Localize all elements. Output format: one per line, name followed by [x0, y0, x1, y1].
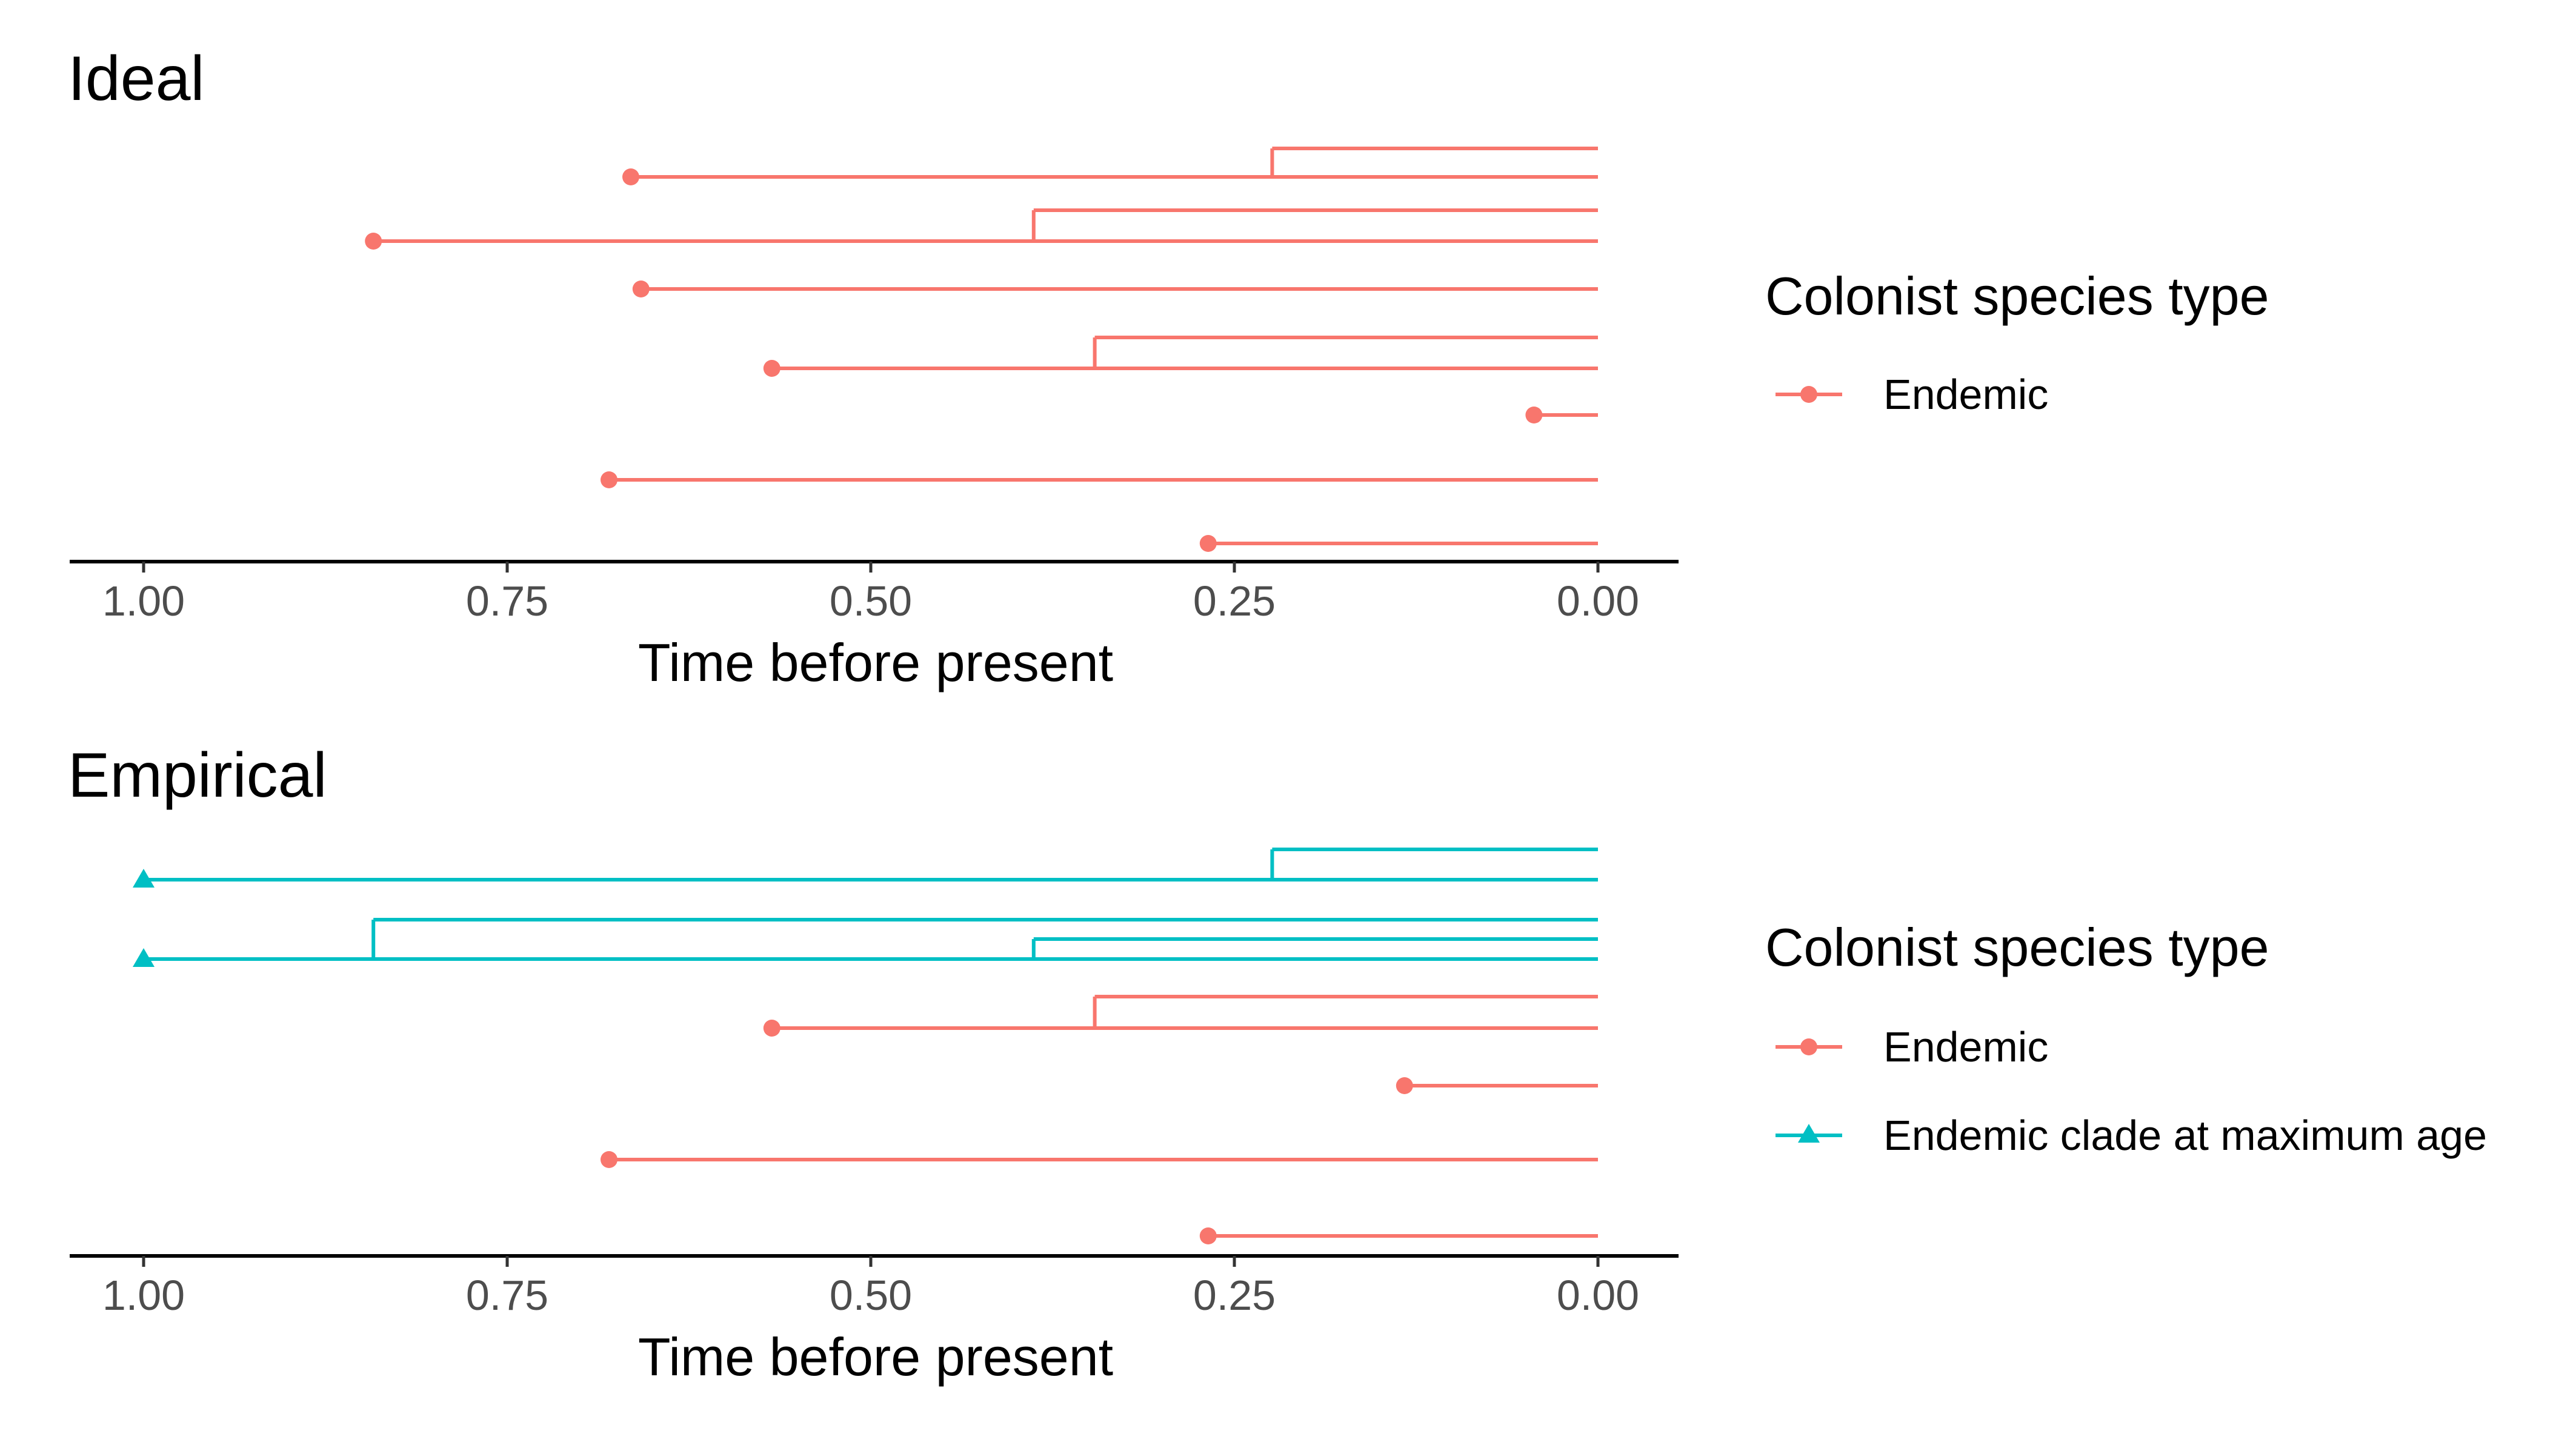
colonisation-marker-circle: [622, 168, 639, 185]
x-tick-label: 1.00: [102, 577, 185, 625]
colonisation-marker-circle: [365, 233, 382, 250]
panel-empirical: Empirical 1.00 0.75 0.50 0.25 0.00 Time …: [68, 740, 2487, 1387]
x-tick-label: 0.75: [466, 1272, 548, 1319]
colonisation-marker-circle: [763, 360, 780, 377]
x-axis-ticks: 1.00 0.75 0.50 0.25 0.00: [102, 1256, 1639, 1319]
colonisation-marker-circle: [1199, 1227, 1217, 1244]
colonisation-marker-circle: [601, 1151, 617, 1168]
panel-title: Empirical: [68, 740, 327, 811]
clade: [133, 848, 1598, 888]
x-tick-label: 0.00: [1557, 577, 1639, 625]
colonisation-marker-circle: [601, 471, 617, 488]
x-tick-label: 0.75: [466, 577, 548, 625]
clade: [1396, 1077, 1598, 1094]
x-axis-title: Time before present: [638, 1327, 1113, 1387]
legend-entry-endemic: Endemic: [1776, 1023, 2048, 1071]
legend-title: Colonist species type: [1765, 917, 2269, 977]
colonisation-marker-circle: [1199, 535, 1217, 552]
clade: [763, 995, 1598, 1037]
colonisation-marker-triangle: [133, 948, 155, 967]
clade: [133, 918, 1598, 967]
x-tick-label: 0.25: [1193, 577, 1276, 625]
legend-label: Endemic clade at maximum age: [1883, 1112, 2487, 1159]
clade: [1199, 535, 1598, 552]
panel-ideal: Ideal 1.00 0.75 0.50 0.25 0.00 Time befo…: [68, 44, 2269, 692]
colonisation-marker-circle: [763, 1020, 780, 1037]
legend-key-triangle: [1798, 1124, 1820, 1143]
legend: Colonist species type Endemic Endemic cl…: [1765, 917, 2487, 1159]
x-axis-title: Time before present: [638, 632, 1113, 692]
chart-marks: [365, 147, 1598, 552]
clade: [632, 281, 1598, 297]
chart-marks: [133, 848, 1598, 1244]
clade: [622, 147, 1598, 185]
legend-key-circle: [1800, 386, 1817, 403]
clade: [601, 471, 1598, 488]
panel-title: Ideal: [68, 44, 205, 114]
legend-entry-endemic: Endemic: [1776, 371, 2048, 418]
legend: Colonist species type Endemic: [1765, 266, 2269, 418]
colonisation-marker-triangle: [133, 869, 155, 888]
x-tick-label: 0.25: [1193, 1272, 1276, 1319]
legend-title: Colonist species type: [1765, 266, 2269, 326]
colonisation-marker-circle: [1396, 1077, 1413, 1094]
x-tick-label: 0.50: [830, 577, 912, 625]
legend-label: Endemic: [1883, 1023, 2048, 1071]
clade: [601, 1151, 1598, 1168]
clade: [1525, 407, 1598, 423]
colonisation-marker-circle: [1525, 407, 1543, 423]
x-tick-label: 1.00: [102, 1272, 185, 1319]
clade: [365, 208, 1598, 250]
clade: [1199, 1227, 1598, 1244]
colonisation-marker-circle: [632, 281, 650, 297]
legend-label: Endemic: [1883, 371, 2048, 418]
x-axis-ticks: 1.00 0.75 0.50 0.25 0.00: [102, 562, 1639, 625]
clade: [763, 336, 1598, 377]
x-tick-label: 0.00: [1557, 1272, 1639, 1319]
x-tick-label: 0.50: [830, 1272, 912, 1319]
legend-entry-endemic-clade-max-age: Endemic clade at maximum age: [1776, 1112, 2487, 1159]
legend-key-circle: [1800, 1038, 1817, 1055]
